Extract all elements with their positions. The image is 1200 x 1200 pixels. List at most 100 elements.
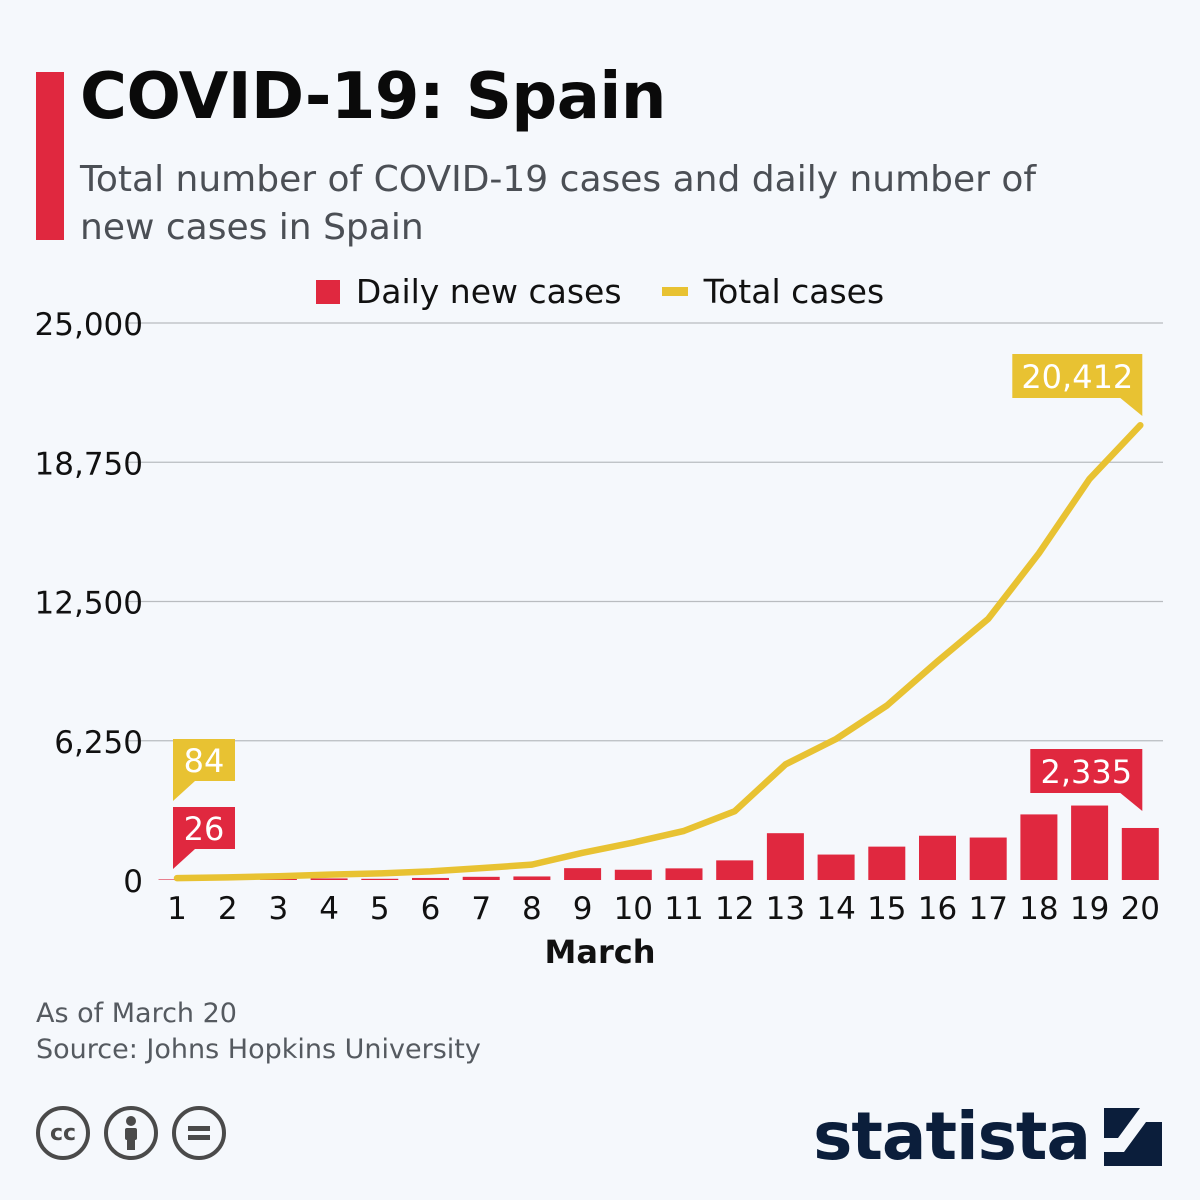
- daily-bars: [158, 805, 1159, 880]
- bar-daily: [614, 869, 652, 880]
- data-label-text: 26: [184, 810, 225, 848]
- x-tick-label: 9: [573, 891, 593, 927]
- statista-mark-icon: [1104, 1107, 1162, 1166]
- bar-daily: [716, 860, 754, 880]
- legend-item-total: Total cases: [661, 272, 884, 311]
- x-tick-label: 17: [968, 891, 1007, 927]
- data-label-box: [173, 739, 235, 781]
- title-accent-bar: [36, 72, 64, 240]
- point-total: [834, 737, 838, 741]
- point-total: [631, 841, 635, 845]
- legend-swatch-daily: [315, 279, 340, 304]
- data-label-pointer: [1120, 793, 1143, 811]
- point-total: [175, 876, 179, 880]
- x-tick-label: 5: [370, 891, 390, 927]
- bar-daily: [564, 868, 602, 880]
- line-total: [173, 421, 1144, 882]
- license-icons: cc: [36, 1106, 226, 1160]
- point-total: [479, 866, 483, 870]
- x-tick-label: 7: [471, 891, 491, 927]
- data-label-box: [1012, 354, 1143, 398]
- point-total: [682, 829, 686, 833]
- point-total: [986, 617, 990, 621]
- legend-swatch-total: [661, 287, 688, 296]
- point-total: [276, 874, 280, 878]
- y-tick-label: 6,250: [54, 725, 143, 761]
- point-total: [530, 863, 534, 867]
- bar-daily: [361, 878, 399, 880]
- bar-daily: [868, 846, 906, 880]
- point-total: [1088, 477, 1092, 481]
- x-tick-label: 15: [867, 891, 906, 927]
- y-tick-label: 18,750: [35, 446, 143, 482]
- data-label-pointer: [173, 849, 195, 869]
- bar-daily: [310, 878, 348, 880]
- data-label-text: 84: [184, 742, 225, 780]
- data-label-box: [173, 807, 235, 849]
- x-tick-label: 19: [1070, 891, 1109, 927]
- point-total: [378, 871, 382, 875]
- footnote-date: As of March 20: [36, 998, 237, 1029]
- logo-text: statista: [813, 1098, 1091, 1175]
- by-icon[interactable]: [104, 1106, 158, 1160]
- data-label-box: [1030, 749, 1143, 793]
- data-label: 2,335: [1030, 749, 1143, 811]
- bar-daily: [513, 876, 551, 880]
- data-label: 26: [173, 807, 235, 869]
- bar-daily: [919, 835, 956, 880]
- x-tick-label: 11: [664, 891, 703, 927]
- data-label-pointer: [173, 781, 195, 801]
- bar-daily: [412, 877, 449, 880]
- point-total: [226, 875, 230, 879]
- cc-icon[interactable]: cc: [36, 1106, 90, 1160]
- x-tick-label: 4: [319, 891, 339, 927]
- statista-logo[interactable]: statista: [813, 1098, 1162, 1175]
- point-total: [1138, 423, 1142, 427]
- bar-daily: [462, 876, 500, 880]
- x-tick-label: 16: [918, 891, 957, 927]
- bar-daily: [817, 854, 855, 880]
- x-tick-label: 6: [421, 891, 441, 927]
- point-total: [327, 873, 331, 877]
- annotations: 84 26 20,412 2,335: [173, 354, 1143, 869]
- x-tick-label: 14: [816, 891, 855, 927]
- y-tick-label: 25,000: [35, 307, 143, 343]
- chart-title: COVID-19: Spain: [80, 60, 666, 134]
- x-tick-label: 12: [715, 891, 754, 927]
- x-tick-label: 18: [1019, 891, 1058, 927]
- bar-daily: [1071, 805, 1109, 880]
- x-tick-label: 1: [167, 891, 187, 927]
- x-tick-label: 3: [269, 891, 289, 927]
- point-total: [1037, 551, 1041, 555]
- data-label-text: 20,412: [1021, 358, 1133, 396]
- bar-daily: [969, 837, 1007, 880]
- legend: Daily new cases Total cases: [0, 272, 1200, 311]
- nd-icon[interactable]: [172, 1106, 226, 1160]
- y-tick-label: 0: [123, 864, 143, 900]
- y-tick-label: 12,500: [35, 586, 143, 622]
- x-tick-label: 20: [1121, 891, 1160, 927]
- total-line: [173, 421, 1144, 882]
- x-tick-label: 8: [522, 891, 542, 927]
- y-axis-ticks: 0 6,250 12,500 18,750 25,000: [35, 307, 143, 900]
- point-total: [936, 659, 939, 663]
- bar-daily: [1121, 827, 1159, 880]
- legend-label-daily: Daily new cases: [355, 272, 622, 311]
- point-total: [885, 704, 889, 708]
- footnote-source: Source: Johns Hopkins University: [36, 1034, 481, 1065]
- point-total: [581, 851, 585, 855]
- bar-daily: [766, 833, 804, 880]
- x-tick-label: 10: [614, 891, 653, 927]
- data-label: 20,412: [1012, 354, 1143, 416]
- point-total: [733, 809, 737, 813]
- point-total: [429, 869, 432, 873]
- gridlines: [127, 322, 1163, 742]
- x-tick-label: 2: [218, 891, 238, 927]
- x-axis-label: March: [545, 933, 656, 971]
- data-label-text: 2,335: [1040, 753, 1132, 791]
- chart-subtitle: Total number of COVID-19 cases and daily…: [80, 159, 1037, 248]
- data-label: 84: [173, 739, 235, 801]
- bar-daily: [665, 868, 703, 880]
- data-label-pointer: [1120, 398, 1143, 416]
